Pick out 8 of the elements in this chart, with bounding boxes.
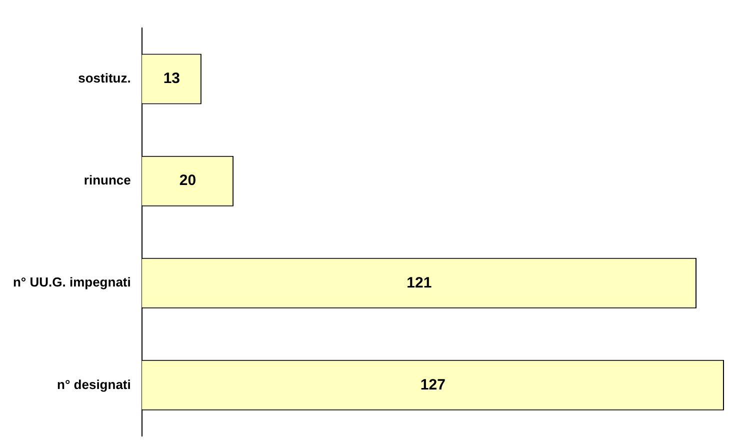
data-label: 127 [420, 376, 446, 394]
data-label: 20 [179, 172, 196, 190]
y-tick-label: sostituz. [78, 70, 131, 86]
data-label: 13 [163, 70, 180, 88]
y-tick-label: rinunce [84, 172, 131, 188]
y-tick-label: n° designati [57, 376, 131, 392]
y-tick-label: n° UU.G. impegnati [12, 274, 131, 290]
data-label: 121 [406, 274, 432, 292]
